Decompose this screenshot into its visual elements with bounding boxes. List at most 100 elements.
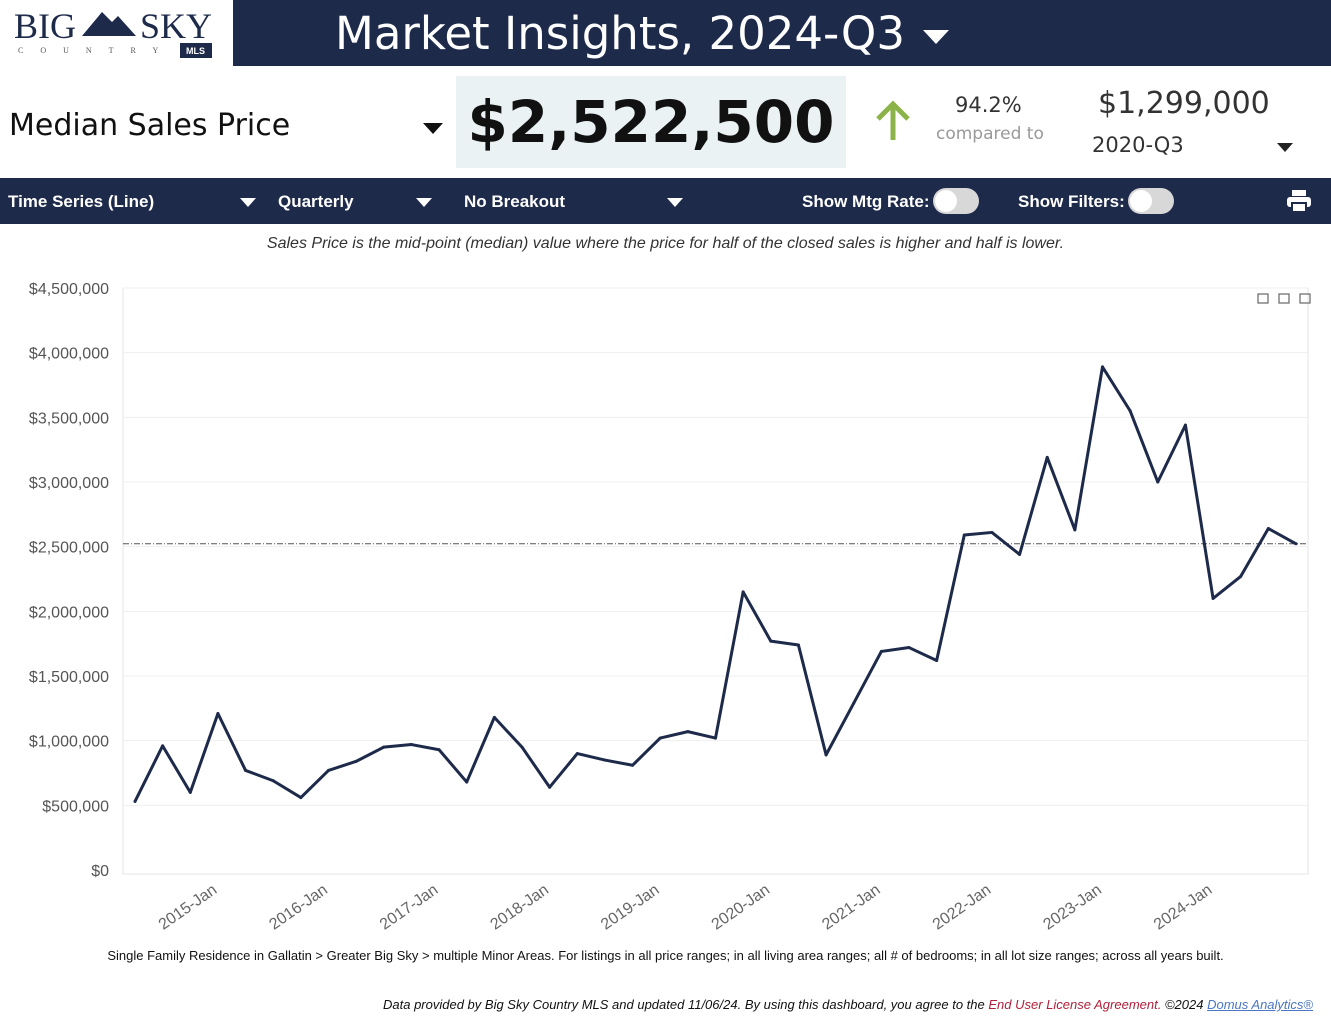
data-point: [631, 763, 635, 767]
data-point: [658, 736, 662, 740]
x-tick-label: 2023-Jan: [1040, 881, 1104, 933]
data-point: [686, 730, 690, 734]
svg-text:MLS: MLS: [186, 46, 205, 56]
caret-down-icon: [922, 30, 949, 44]
caret-down-icon[interactable]: [667, 198, 683, 207]
copyright-text: ©2024: [1161, 997, 1204, 1012]
data-point: [796, 643, 800, 647]
x-tick-label: 2017-Jan: [377, 881, 441, 933]
x-tick-label: 2019-Jan: [598, 881, 662, 933]
data-point: [962, 533, 966, 537]
data-point: [1073, 528, 1077, 532]
data-point: [409, 743, 413, 747]
x-tick-label: 2015-Jan: [156, 881, 220, 933]
data-point: [1211, 596, 1215, 600]
data-point: [852, 701, 856, 705]
data-point: [1128, 409, 1132, 413]
data-point: [354, 759, 358, 763]
copy-icon[interactable]: [1278, 293, 1290, 304]
data-point: [990, 530, 994, 534]
plot-area: [122, 287, 1309, 875]
data-point: [1294, 542, 1298, 546]
data-point: [935, 658, 939, 662]
x-tick-label: 2018-Jan: [488, 881, 552, 933]
data-point: [271, 779, 275, 783]
data-point: [1018, 552, 1022, 556]
mtg-rate-label: Show Mtg Rate:: [802, 192, 930, 211]
data-point: [603, 758, 607, 762]
data-point: [824, 753, 828, 757]
caret-down-icon[interactable]: [240, 198, 256, 207]
compared-label: compared to: [936, 124, 1044, 144]
line-chart: $0 $500,000 $1,000,000 $1,500,000 $2,000,000…: [29, 281, 1311, 934]
filter-summary: Single Family Residence in Gallatin > Gr…: [107, 948, 1224, 963]
svg-text:COUNTRY: COUNTRY: [18, 46, 175, 55]
y-tick-label: $1,000,000: [29, 734, 109, 751]
data-point: [879, 649, 883, 653]
filters-toggle[interactable]: [1128, 188, 1174, 214]
big-sky-logo: BIG SKY COUNTRY MLS: [0, 0, 233, 66]
compare-period-selector[interactable]: 2020-Q3: [1092, 133, 1184, 157]
data-point: [714, 736, 717, 740]
metric-value: $2,522,500: [456, 76, 846, 168]
y-tick-label: $4,000,000: [29, 346, 109, 363]
interval-select[interactable]: Quarterly: [278, 192, 354, 211]
y-tick-label: $3,500,000: [29, 410, 109, 427]
page-title: Market Insights, 2024-Q3: [335, 7, 905, 60]
data-point: [1156, 480, 1160, 484]
toolbar: Time Series (Line) Quarterly No Breakout…: [0, 178, 1331, 224]
breakout-select[interactable]: No Breakout: [464, 192, 566, 211]
x-tick-label: 2022-Jan: [930, 881, 994, 933]
y-tick-label: $0: [91, 863, 109, 880]
data-point: [133, 799, 137, 803]
x-tick-label: 2016-Jan: [266, 881, 330, 933]
domus-link[interactable]: Domus Analytics®: [1207, 997, 1313, 1012]
data-point: [1266, 527, 1270, 531]
data-point: [741, 590, 745, 594]
header-bar: Market Insights, 2024-Q3: [233, 0, 1331, 66]
data-point: [1239, 574, 1243, 578]
y-tick-label: $500,000: [42, 798, 109, 815]
data-point: [1183, 423, 1187, 427]
data-point: [216, 712, 220, 716]
footer-credit: Data provided by Big Sky Country MLS and…: [383, 997, 1313, 1013]
data-point: [520, 745, 524, 749]
metric-selector[interactable]: Median Sales Price: [9, 108, 291, 143]
credit-text: Data provided by Big Sky Country MLS and…: [383, 997, 985, 1012]
y-tick-label: $4,500,000: [29, 281, 109, 298]
data-point: [437, 748, 441, 752]
chart-type-select[interactable]: Time Series (Line): [8, 192, 155, 211]
eula-link[interactable]: End User License Agreement.: [988, 997, 1162, 1012]
data-point: [492, 715, 496, 719]
caret-down-icon[interactable]: [423, 123, 443, 134]
period-selector[interactable]: Market Insights, 2024-Q3: [335, 8, 949, 60]
y-tick-label: $3,000,000: [29, 475, 109, 492]
metric-description: Sales Price is the mid-point (median) va…: [266, 235, 1065, 252]
caret-down-icon[interactable]: [416, 198, 432, 207]
data-point: [327, 768, 330, 772]
x-tick-label: 2020-Jan: [709, 881, 773, 933]
y-tick-label: $1,500,000: [29, 669, 109, 686]
filters-label: Show Filters:: [1018, 192, 1125, 211]
arrow-up-icon: [876, 100, 910, 140]
data-point: [1045, 455, 1049, 459]
print-icon[interactable]: [1286, 188, 1312, 214]
mtg-rate-toggle[interactable]: [933, 188, 979, 214]
data-point: [548, 785, 552, 789]
data-point: [907, 646, 911, 650]
data-point: [244, 768, 248, 772]
data-point: [1101, 365, 1104, 369]
data-point: [161, 744, 165, 748]
compare-value: $1,299,000: [1098, 86, 1270, 121]
download-icon[interactable]: [1257, 293, 1269, 304]
caret-down-icon[interactable]: [1277, 143, 1293, 152]
data-point: [769, 639, 773, 643]
export-icon[interactable]: [1299, 293, 1311, 304]
svg-text:BIG: BIG: [14, 6, 76, 46]
data-point: [382, 745, 386, 749]
series-line: [133, 365, 1297, 803]
change-percent: 94.2%: [955, 93, 1022, 117]
data-point: [465, 780, 469, 784]
data-point: [575, 752, 579, 756]
data-point: [299, 796, 303, 800]
